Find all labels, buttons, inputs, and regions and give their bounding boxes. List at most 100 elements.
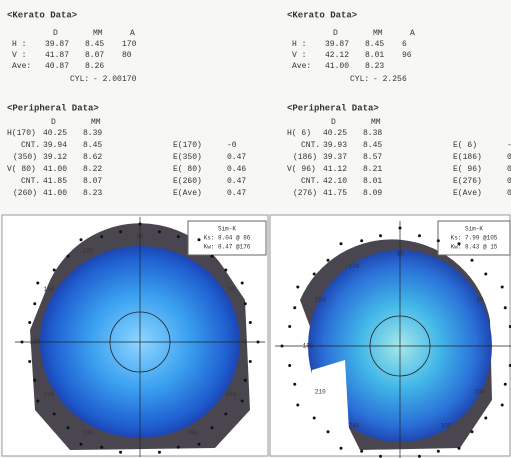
cell: Ave: bbox=[12, 62, 31, 71]
cell: H : bbox=[12, 40, 26, 49]
cell: -0 bbox=[507, 141, 511, 150]
dot bbox=[457, 446, 461, 450]
cell: 170 bbox=[122, 75, 137, 84]
dot bbox=[417, 234, 421, 238]
cell: 6 bbox=[402, 75, 407, 84]
cell: 8.07 bbox=[85, 51, 104, 60]
angle-label: 150 bbox=[44, 286, 55, 293]
column-header: MM bbox=[373, 29, 383, 38]
angle-label: 210 bbox=[44, 391, 55, 398]
cell: 8.07 bbox=[83, 177, 102, 186]
angle-label: 120 bbox=[349, 263, 360, 270]
dot bbox=[256, 340, 260, 344]
dot bbox=[280, 344, 284, 348]
dot bbox=[339, 242, 343, 246]
cell: 8.23 bbox=[365, 62, 384, 71]
dot bbox=[28, 321, 32, 325]
dot bbox=[379, 454, 383, 458]
cell: 8.21 bbox=[363, 165, 382, 174]
cell: 8.62 bbox=[83, 153, 102, 162]
cell: E( 96) bbox=[453, 165, 482, 174]
dot bbox=[243, 378, 247, 382]
cell: 8.01 bbox=[365, 51, 384, 60]
simk-box bbox=[437, 220, 511, 256]
cell: H( 6) bbox=[287, 129, 311, 138]
cell: 0.53 bbox=[507, 165, 511, 174]
angle-label: 330 bbox=[226, 391, 237, 398]
dot bbox=[210, 426, 214, 430]
dot bbox=[500, 285, 504, 289]
section-title: <Kerato Data> bbox=[287, 10, 357, 20]
cell: CNT. bbox=[21, 177, 40, 186]
dot bbox=[508, 363, 511, 367]
cell: CNT. bbox=[301, 177, 320, 186]
dot bbox=[339, 446, 343, 450]
dot bbox=[20, 340, 24, 344]
cell: E(276) bbox=[453, 177, 482, 186]
cell: 41.00 bbox=[325, 62, 349, 71]
dot bbox=[293, 306, 297, 310]
angle-label: 30 bbox=[476, 297, 484, 304]
cell: CYL: bbox=[70, 75, 89, 84]
cell: -0 bbox=[227, 141, 237, 150]
angle-label: 180 bbox=[30, 339, 41, 346]
cell: 8.45 bbox=[83, 141, 102, 150]
cell: 0.47 bbox=[227, 177, 246, 186]
cell: E(186) bbox=[453, 153, 482, 162]
dot bbox=[224, 412, 228, 416]
dot bbox=[288, 325, 292, 329]
dot bbox=[398, 226, 402, 230]
angle-label: 0 bbox=[243, 339, 247, 346]
dot bbox=[248, 359, 252, 363]
dot bbox=[296, 403, 300, 407]
cell: V : bbox=[292, 51, 306, 60]
dot bbox=[52, 268, 56, 272]
dot bbox=[36, 281, 40, 285]
cell: 96 bbox=[402, 51, 412, 60]
dot bbox=[36, 399, 40, 403]
dot bbox=[288, 363, 292, 367]
dot bbox=[312, 272, 316, 276]
cell: 42.12 bbox=[325, 51, 349, 60]
cell: 8.45 bbox=[363, 141, 382, 150]
cell: CNT. bbox=[301, 141, 320, 150]
cell: - 2.00 bbox=[93, 75, 122, 84]
angle-label: 180 bbox=[303, 343, 314, 350]
angle-label: 330 bbox=[474, 389, 485, 396]
cell: 8.09 bbox=[363, 189, 382, 198]
angle-label: 300 bbox=[187, 430, 198, 437]
cell: 8.01 bbox=[363, 177, 382, 186]
dot bbox=[360, 449, 364, 453]
dot bbox=[457, 242, 461, 246]
cell: 8.38 bbox=[363, 129, 382, 138]
cell: 39.94 bbox=[43, 141, 67, 150]
dot bbox=[79, 442, 83, 446]
dot bbox=[157, 230, 161, 234]
column-header: D bbox=[51, 118, 56, 127]
cell: 6 bbox=[402, 40, 407, 49]
cell: 80 bbox=[122, 51, 132, 60]
column-header: A bbox=[410, 29, 415, 38]
cell: 0.46 bbox=[227, 165, 246, 174]
cell: 170 bbox=[122, 40, 137, 49]
dot bbox=[379, 234, 383, 238]
dot bbox=[500, 403, 504, 407]
dot bbox=[326, 430, 330, 434]
cell: - 2.25 bbox=[373, 75, 402, 84]
cell: 40.87 bbox=[45, 62, 69, 71]
cell: (276) bbox=[293, 189, 317, 198]
simk-text: Ks: 7.99 @105 bbox=[451, 235, 498, 242]
angle-label: 240 bbox=[82, 430, 93, 437]
simk-text: Sim-K bbox=[218, 226, 236, 233]
dot bbox=[176, 235, 180, 239]
cell: E(170) bbox=[173, 141, 202, 150]
angle-label: 240 bbox=[349, 422, 360, 429]
simk-text: Kw: 8.43 @ 15 bbox=[451, 244, 498, 251]
dot bbox=[240, 281, 244, 285]
cell: V( 80) bbox=[7, 165, 36, 174]
dot bbox=[484, 272, 488, 276]
cell: 8.26 bbox=[85, 62, 104, 71]
cell: 39.87 bbox=[45, 40, 69, 49]
cell: E( 6) bbox=[453, 141, 477, 150]
